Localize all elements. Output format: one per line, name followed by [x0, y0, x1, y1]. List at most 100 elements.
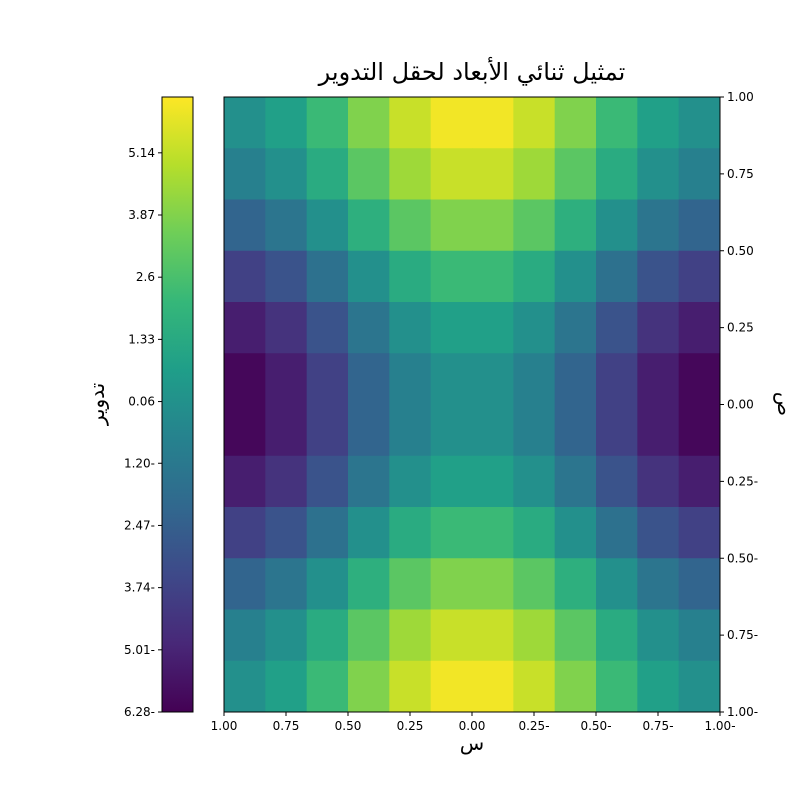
cell	[513, 609, 556, 662]
cell	[678, 455, 721, 508]
x-tick-label: 0.00	[459, 719, 486, 733]
cell	[348, 302, 390, 354]
cell	[389, 558, 432, 610]
cell	[596, 250, 638, 303]
cell	[224, 353, 266, 405]
cell	[224, 507, 266, 559]
cell	[472, 97, 514, 149]
cell	[637, 609, 680, 662]
colorbar-tick-label: 5.01-	[124, 643, 155, 657]
x-tick-label: 0.50-	[580, 719, 611, 733]
cell	[513, 302, 556, 354]
colorbar-tick-label: 1.20-	[124, 456, 155, 470]
cell	[596, 507, 638, 559]
x-axis-label: س	[460, 731, 484, 755]
cell	[265, 609, 308, 662]
cell	[265, 660, 308, 713]
cell	[513, 660, 556, 713]
x-tick-label: 0.25	[397, 719, 424, 733]
cell	[513, 250, 556, 303]
cell	[637, 302, 680, 354]
cell	[348, 148, 390, 200]
cell	[472, 609, 514, 662]
cell	[389, 199, 432, 252]
cell	[637, 455, 680, 508]
y-axis-label: ص	[773, 392, 797, 416]
cell	[472, 199, 514, 252]
cell	[224, 97, 266, 149]
cell	[224, 609, 266, 662]
cell	[554, 558, 597, 610]
cell	[472, 455, 514, 508]
cell	[389, 507, 432, 559]
x-tick-label: 0.75	[273, 719, 300, 733]
cell	[224, 250, 266, 303]
cell	[389, 148, 432, 200]
y-tick-label: 0.00	[727, 398, 754, 412]
cell	[306, 353, 349, 405]
cell	[637, 199, 680, 252]
cell	[389, 455, 432, 508]
cell	[678, 404, 721, 457]
cell	[348, 353, 390, 405]
x-tick-label: 0.75-	[642, 719, 673, 733]
cell	[348, 250, 390, 303]
cell	[678, 302, 721, 354]
cell	[348, 507, 390, 559]
cell	[472, 558, 514, 610]
cell	[224, 455, 266, 508]
cell	[554, 609, 597, 662]
cell	[224, 660, 266, 713]
colorbar-tick-label: 2.6	[136, 270, 155, 284]
cell	[348, 404, 390, 457]
cell	[306, 558, 349, 610]
colorbar-label: تدوير	[85, 383, 109, 426]
cell	[306, 148, 349, 200]
cell	[596, 609, 638, 662]
cell	[678, 97, 721, 149]
cell	[678, 353, 721, 405]
cell	[265, 404, 308, 457]
colorbar-tick-label: 5.14	[128, 146, 155, 160]
cell	[430, 609, 473, 662]
cell	[224, 558, 266, 610]
cell	[265, 558, 308, 610]
cell	[637, 97, 680, 149]
cell	[430, 558, 473, 610]
cell	[554, 302, 597, 354]
cell	[306, 609, 349, 662]
colorbar-tick-label: 0.06	[128, 395, 155, 409]
cell	[265, 302, 308, 354]
cell	[678, 148, 721, 200]
cell	[430, 199, 473, 252]
cell	[637, 404, 680, 457]
cell	[389, 97, 432, 149]
colorbar-tick-label: 3.87	[128, 208, 155, 222]
cell	[265, 148, 308, 200]
y-tick-label: 1.00-	[727, 705, 758, 719]
y-tick-label: 0.50	[727, 244, 754, 258]
colorbar-tick-label: 3.74-	[124, 581, 155, 595]
cell	[596, 404, 638, 457]
y-tick-label: 0.75	[727, 167, 754, 181]
cell	[306, 455, 349, 508]
cell	[637, 507, 680, 559]
cell	[430, 250, 473, 303]
cell	[265, 97, 308, 149]
cell	[389, 250, 432, 303]
cell	[472, 507, 514, 559]
cell	[554, 353, 597, 405]
colorbar-tick-label: 2.47-	[124, 518, 155, 532]
colorbar	[161, 96, 194, 713]
colorbar-tick-label: 6.28-	[124, 705, 155, 719]
y-tick-label: 0.75-	[727, 628, 758, 642]
cell	[678, 660, 721, 713]
cell	[596, 97, 638, 149]
cell	[472, 353, 514, 405]
cell	[306, 660, 349, 713]
cell	[265, 353, 308, 405]
cell	[430, 148, 473, 200]
cell	[430, 455, 473, 508]
